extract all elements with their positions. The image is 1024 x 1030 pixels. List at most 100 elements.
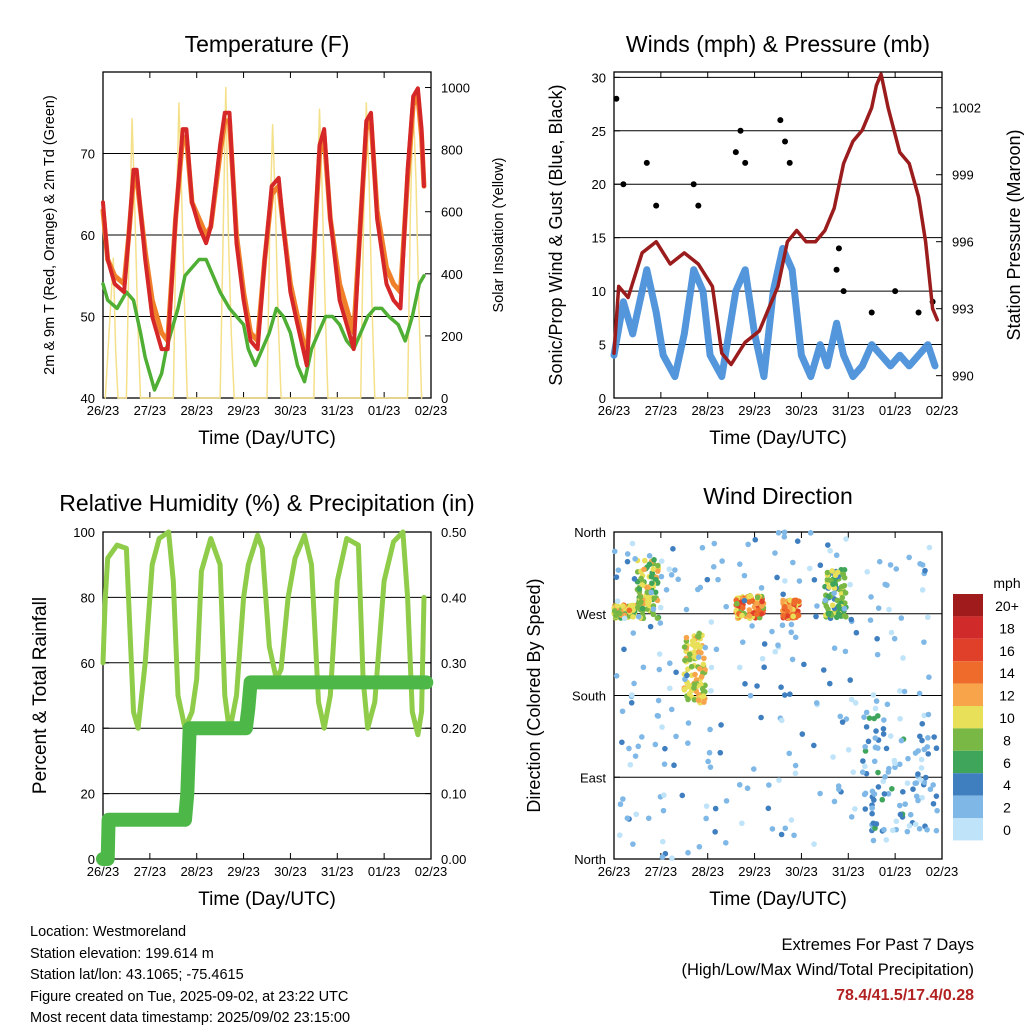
direction-point: [627, 761, 634, 768]
direction-point: [829, 568, 835, 574]
direction-point: [921, 779, 928, 786]
direction-point: [633, 811, 640, 818]
direction-point: [688, 663, 695, 670]
direction-point: [910, 786, 916, 792]
direction-point: [850, 769, 857, 775]
direction-point: [898, 737, 905, 744]
direction-xtick-label: 01/23: [879, 864, 912, 879]
direction-point: [930, 782, 936, 788]
direction-point: [700, 693, 707, 699]
direction-point: [641, 557, 648, 564]
direction-point: [614, 602, 621, 609]
direction-point: [782, 825, 789, 832]
gust-point: [643, 159, 650, 166]
direction-xlabel: Time (Day/UTC): [709, 889, 847, 910]
direction-point: [766, 782, 772, 788]
direction-point: [907, 811, 914, 818]
direction-point: [611, 548, 618, 555]
direction-point: [919, 562, 926, 568]
direction-point: [843, 536, 849, 542]
direction-point: [892, 764, 898, 771]
direction-point: [736, 664, 743, 671]
direction-point: [769, 628, 775, 635]
direction-point: [924, 744, 931, 750]
direction-point: [831, 645, 838, 651]
colorbar-swatch: [953, 594, 983, 617]
direction-point: [681, 644, 688, 650]
winds-xtick-label: 01/23: [879, 403, 912, 418]
extremes-box: Extremes For Past 7 Days (High/Low/Max W…: [681, 933, 974, 1008]
direction-point: [813, 613, 819, 620]
direction-point: [744, 785, 751, 792]
temperature-y2tick-label: 200: [441, 329, 463, 344]
temperature-ytick-label: 60: [81, 228, 95, 243]
humidity-ytick-label: 60: [81, 656, 95, 671]
direction-point: [649, 580, 655, 586]
direction-point: [790, 559, 796, 566]
winds-ylabel: Sonic/Prop Wind & Gust (Blue, Black): [546, 84, 566, 385]
direction-point: [814, 603, 820, 609]
gust-point: [892, 288, 899, 295]
colorbar-label: 14: [999, 665, 1015, 681]
direction-point: [866, 715, 873, 721]
direction-point: [661, 792, 667, 798]
direction-point: [660, 807, 667, 814]
direction-point: [635, 613, 642, 620]
direction-point: [695, 633, 701, 640]
direction-point: [859, 769, 866, 776]
direction-point: [656, 666, 663, 673]
direction-point: [632, 555, 638, 562]
direction-point: [746, 599, 753, 605]
winds-ytick-label: 30: [592, 70, 606, 85]
direction-point: [829, 602, 836, 609]
direction-point: [666, 566, 673, 572]
direction-point: [759, 655, 766, 662]
direction-point: [650, 606, 657, 612]
gust-point: [782, 138, 789, 145]
recent-text: Most recent data timestamp: 2025/09/02 2…: [30, 1010, 351, 1026]
direction-point: [616, 832, 623, 839]
direction-point: [750, 766, 757, 772]
direction-point: [933, 793, 940, 799]
extremes-values: 78.4/41.5/17.4/0.28: [836, 987, 974, 1004]
humidity-xtick-label: 26/23: [87, 864, 120, 879]
direction-point: [875, 605, 882, 611]
direction-point: [631, 576, 638, 582]
direction-point: [835, 611, 842, 617]
direction-point: [629, 692, 635, 698]
direction-ylabel: Direction (Colored By Speed): [524, 578, 544, 812]
humidity-xlabel: Time (Day/UTC): [198, 889, 336, 910]
humidity-xtick-label: 31/23: [321, 864, 354, 879]
direction-point: [900, 789, 906, 795]
direction-point: [934, 807, 940, 814]
direction-point: [825, 611, 832, 617]
direction-point: [753, 611, 760, 618]
direction-ytick-label: North: [574, 852, 606, 867]
colorbar-swatch: [953, 661, 983, 684]
direction-point: [868, 594, 874, 600]
direction-point: [870, 820, 877, 827]
humidity-ytick-label: 100: [73, 525, 95, 540]
direction-point: [841, 567, 848, 573]
direction-point: [704, 576, 711, 583]
direction-point: [825, 542, 831, 548]
direction-point: [645, 815, 652, 822]
direction-point: [669, 855, 675, 861]
direction-point: [781, 534, 788, 540]
direction-point: [912, 821, 919, 828]
winds-title: Winds (mph) & Pressure (mb): [626, 31, 930, 57]
direction-point: [781, 529, 788, 536]
direction-point: [884, 582, 890, 588]
gust-point: [737, 127, 744, 134]
direction-point: [917, 776, 924, 783]
humidity-ytick-label: 80: [81, 590, 95, 605]
direction-point: [673, 733, 679, 740]
direction-point: [827, 547, 833, 554]
direction-point: [652, 576, 659, 583]
direction-point: [817, 562, 824, 569]
direction-point: [879, 796, 886, 803]
direction-point: [831, 590, 837, 596]
direction-point: [648, 589, 655, 596]
gust-point: [653, 202, 660, 209]
direction-point: [897, 715, 903, 722]
